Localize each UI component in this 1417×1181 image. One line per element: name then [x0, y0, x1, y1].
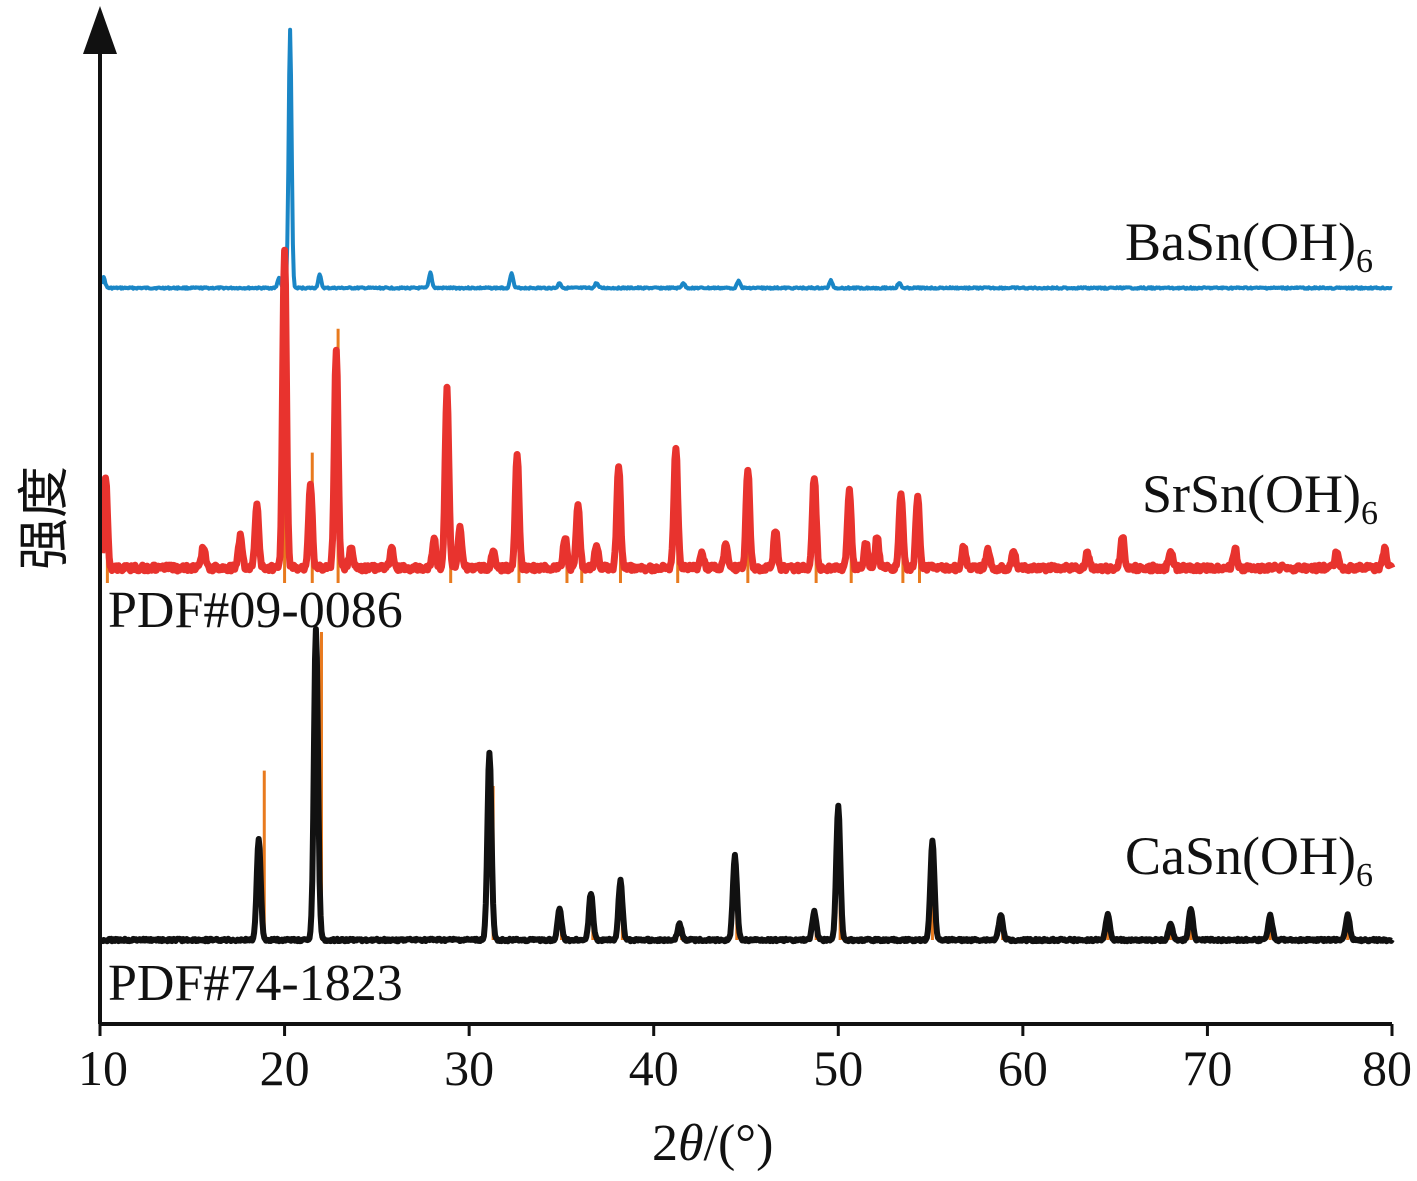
reference-label-casn: PDF#74-1823	[108, 955, 403, 1012]
x-tick-label-70: 70	[1182, 1040, 1232, 1096]
y-axis-title: 强度	[17, 466, 74, 570]
x-tick-label-60: 60	[998, 1040, 1048, 1096]
x-tick-label-30: 30	[444, 1040, 494, 1096]
x-tick-label-50: 50	[813, 1040, 863, 1096]
x-tick-label-10: 10	[78, 1040, 128, 1096]
y-axis-arrow-icon	[83, 6, 117, 54]
x-ticks: 10 20 30 40 50 60 70 80	[78, 1024, 1412, 1096]
x-tick-label-40: 40	[629, 1040, 679, 1096]
series-label-srsn: SrSn(OH)6	[1142, 464, 1378, 532]
series-line-0	[99, 27, 1394, 291]
series-line-1	[98, 246, 1396, 575]
reference-label-srsn: PDF#09-0086	[108, 582, 403, 639]
x-tick-label-20: 20	[260, 1040, 310, 1096]
x-axis-title: 2θ/(°)	[652, 1115, 773, 1172]
series-line-2	[99, 626, 1395, 945]
series-lines	[98, 27, 1396, 945]
x-tick-label-80: 80	[1362, 1040, 1412, 1096]
series-label-casn: CaSn(OH)6	[1125, 826, 1373, 894]
series-label-basn: BaSn(OH)6	[1125, 212, 1373, 280]
